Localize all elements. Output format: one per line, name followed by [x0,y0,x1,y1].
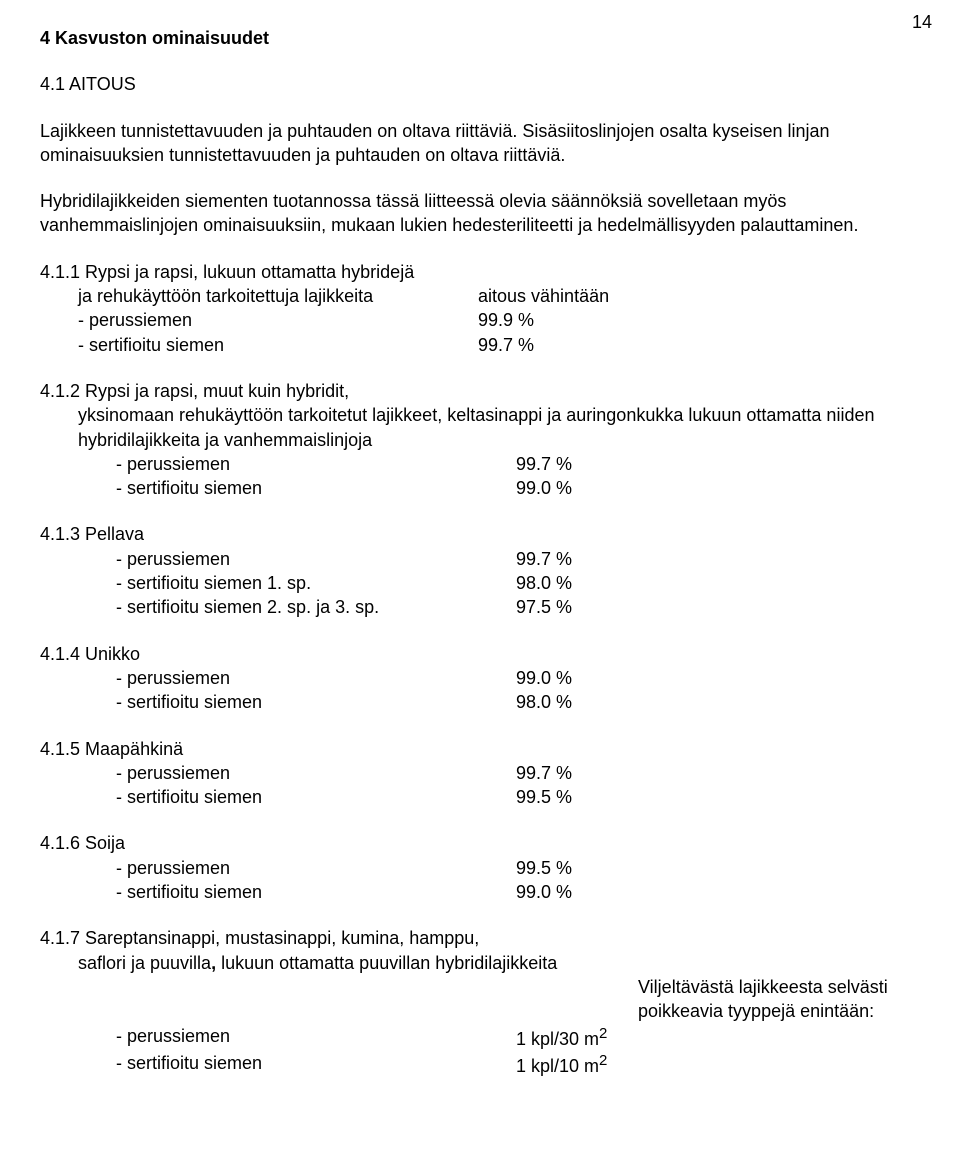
value-perussiemen-text: 1 kpl/30 m [516,1029,599,1049]
section-4-1-2: 4.1.2 Rypsi ja rapsi, muut kuin hybridit… [40,379,920,500]
section-4-1-6-title: 4.1.6 Soija [40,831,920,855]
label-sertifioitu: - sertifioitu siemen [116,1051,516,1078]
value-perussiemen: 99.7 % [516,547,572,571]
section-4-1-2-title-line1: 4.1.2 Rypsi ja rapsi, muut kuin hybridit… [40,379,920,403]
section-4-1-1-row-perussiemen: - perussiemen 99.9 % [78,308,920,332]
section-4-1-1-title-line2: ja rehukäyttöön tarkoitettuja lajikkeita [78,284,478,308]
label-sert-1sp: - sertifioitu siemen 1. sp. [116,571,516,595]
section-4-1-1: 4.1.1 Rypsi ja rapsi, lukuun ottamatta h… [40,260,920,357]
label-perussiemen: - perussiemen [116,856,516,880]
value-perussiemen: 99.9 % [478,308,534,332]
section-4-1-2-row-sertifioitu: - sertifioitu siemen 99.0 % [116,476,920,500]
section-4-1-6-row-perussiemen: - perussiemen 99.5 % [116,856,920,880]
section-4-1-4-row-perussiemen: - perussiemen 99.0 % [116,666,920,690]
value-sertifioitu: 99.7 % [478,333,534,357]
section-4-1-2-row-perussiemen: - perussiemen 99.7 % [116,452,920,476]
paragraph-intro-2: Hybridilajikkeiden siementen tuotannossa… [40,189,920,238]
label-sertifioitu: - sertifioitu siemen [116,690,516,714]
value-sert-1sp: 98.0 % [516,571,572,595]
label-perussiemen: - perussiemen [116,1024,516,1051]
value-sertifioitu: 99.5 % [516,785,572,809]
section-4-1-3-row-sert-1sp: - sertifioitu siemen 1. sp. 98.0 % [116,571,920,595]
section-4-1-3-row-sert-23sp: - sertifioitu siemen 2. sp. ja 3. sp. 97… [116,595,920,619]
value-perussiemen: 99.7 % [516,452,572,476]
label-sertifioitu: - sertifioitu siemen [116,476,516,500]
section-4-1-7-title-post: lukuun ottamatta puuvillan hybridilajikk… [216,953,557,973]
section-4-1-4-row-sertifioitu: - sertifioitu siemen 98.0 % [116,690,920,714]
section-4-1-5-row-sertifioitu: - sertifioitu siemen 99.5 % [116,785,920,809]
value-perussiemen: 1 kpl/30 m2 [516,1024,607,1051]
section-4-1-7-row-perussiemen: - perussiemen 1 kpl/30 m2 [116,1024,920,1051]
value-perussiemen: 99.5 % [516,856,572,880]
value-perussiemen: 99.0 % [516,666,572,690]
value-sertifioitu: 98.0 % [516,690,572,714]
section-4-1-3-row-perussiemen: - perussiemen 99.7 % [116,547,920,571]
heading-4-1: 4.1 AITOUS [40,72,920,96]
section-4-1-5-title: 4.1.5 Maapähkinä [40,737,920,761]
label-perussiemen: - perussiemen [116,666,516,690]
paragraph-intro-1: Lajikkeen tunnistettavuuden ja puhtauden… [40,119,920,168]
section-4-1-7-row-sertifioitu: - sertifioitu siemen 1 kpl/10 m2 [116,1051,920,1078]
value-sertifioitu-text: 1 kpl/10 m [516,1056,599,1076]
label-perussiemen: - perussiemen [116,547,516,571]
label-sertifioitu: - sertifioitu siemen [116,785,516,809]
section-4-1-7-title-pre: saflori ja puuvilla [78,953,211,973]
value-sertifioitu: 99.0 % [516,476,572,500]
label-perussiemen: - perussiemen [116,452,516,476]
section-4-1-7: 4.1.7 Sareptansinappi, mustasinappi, kum… [40,926,920,1078]
section-4-1-7-title-line1: 4.1.7 Sareptansinappi, mustasinappi, kum… [40,926,920,950]
section-4-1-7-note-line2: poikkeavia tyyppejä enintään: [78,999,920,1023]
section-4-1-1-column-header: aitous vähintään [478,284,609,308]
value-sertifioitu: 99.0 % [516,880,572,904]
section-4-1-5: 4.1.5 Maapähkinä - perussiemen 99.7 % - … [40,737,920,810]
section-4-1-4-title: 4.1.4 Unikko [40,642,920,666]
label-perussiemen: - perussiemen [78,308,478,332]
page-number: 14 [912,10,932,34]
section-4-1-6: 4.1.6 Soija - perussiemen 99.5 % - serti… [40,831,920,904]
section-4-1-1-title-line1: 4.1.1 Rypsi ja rapsi, lukuun ottamatta h… [40,260,920,284]
value-perussiemen: 99.7 % [516,761,572,785]
section-4-1-5-row-perussiemen: - perussiemen 99.7 % [116,761,920,785]
value-sertifioitu: 1 kpl/10 m2 [516,1051,607,1078]
note-line2-text: poikkeavia tyyppejä enintään: [638,999,874,1023]
label-perussiemen: - perussiemen [116,761,516,785]
heading-4: 4 Kasvuston ominaisuudet [40,26,920,50]
value-perussiemen-sup: 2 [599,1025,607,1042]
section-4-1-3-title: 4.1.3 Pellava [40,522,920,546]
section-4-1-2-title-line2: yksinomaan rehukäyttöön tarkoitetut laji… [78,403,920,452]
section-4-1-1-row-sertifioitu: - sertifioitu siemen 99.7 % [78,333,920,357]
note-line1-text: Viljeltävästä lajikkeesta selvästi [638,975,888,999]
value-sert-23sp: 97.5 % [516,595,572,619]
section-4-1-7-title-line2: saflori ja puuvilla, lukuun ottamatta pu… [78,951,920,975]
label-sert-23sp: - sertifioitu siemen 2. sp. ja 3. sp. [116,595,516,619]
section-4-1-7-note-line1: Viljeltävästä lajikkeesta selvästi [78,975,920,999]
value-sertifioitu-sup: 2 [599,1052,607,1069]
label-sertifioitu: - sertifioitu siemen [116,880,516,904]
section-4-1-3: 4.1.3 Pellava - perussiemen 99.7 % - ser… [40,522,920,619]
label-sertifioitu: - sertifioitu siemen [78,333,478,357]
section-4-1-6-row-sertifioitu: - sertifioitu siemen 99.0 % [116,880,920,904]
section-4-1-4: 4.1.4 Unikko - perussiemen 99.0 % - sert… [40,642,920,715]
document-page: 14 4 Kasvuston ominaisuudet 4.1 AITOUS L… [0,0,960,1157]
